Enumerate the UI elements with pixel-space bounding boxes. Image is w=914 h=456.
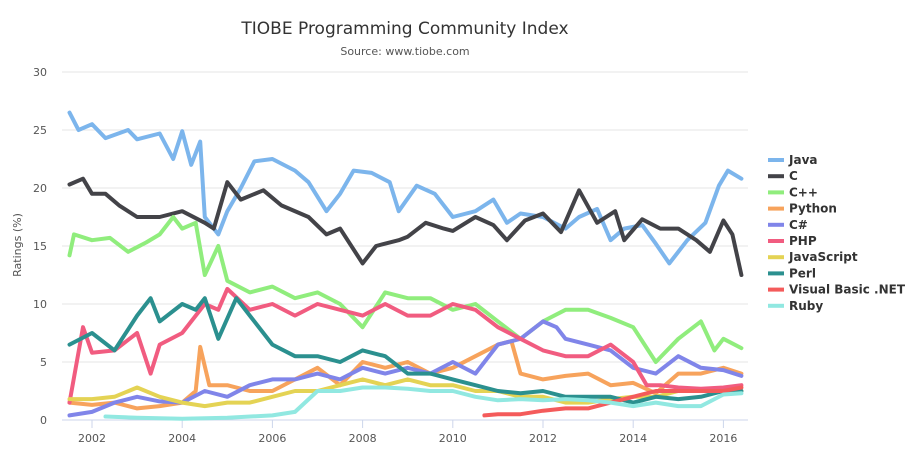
series-line-php bbox=[67, 286, 744, 405]
y-tick-label: 20 bbox=[33, 182, 47, 195]
legend-label: C bbox=[789, 169, 798, 183]
legend-swatch bbox=[768, 190, 784, 195]
y-tick-label: 10 bbox=[33, 298, 47, 311]
legend-item-c[interactable]: C# bbox=[768, 218, 808, 232]
legend-item-c[interactable]: C++ bbox=[768, 185, 818, 199]
y-tick-label: 15 bbox=[33, 240, 47, 253]
legend-label: JavaScript bbox=[788, 250, 858, 264]
legend-swatch bbox=[768, 303, 784, 308]
legend-label: Python bbox=[789, 202, 837, 216]
legend-swatch bbox=[768, 287, 784, 292]
legend-item-javascript[interactable]: JavaScript bbox=[768, 250, 858, 264]
series-line-c bbox=[67, 215, 744, 364]
legend-swatch bbox=[768, 158, 784, 162]
x-tick-label: 2014 bbox=[619, 432, 647, 445]
y-tick-label: 0 bbox=[40, 414, 47, 427]
x-tick-label: 2010 bbox=[439, 432, 467, 445]
legend: Java C C++ Python C# PHP JavaScript Perl Visual … bbox=[768, 153, 906, 313]
legend-label: PHP bbox=[789, 234, 817, 248]
legend-swatch bbox=[768, 222, 784, 227]
legend-item-php[interactable]: PHP bbox=[768, 234, 817, 248]
x-tick-label: 2016 bbox=[709, 432, 737, 445]
series-line-c bbox=[67, 176, 744, 277]
series-line-c bbox=[67, 319, 744, 418]
x-tick-label: 2008 bbox=[349, 432, 377, 445]
legend-swatch bbox=[768, 239, 784, 243]
legend-swatch bbox=[768, 271, 784, 276]
legend-swatch bbox=[768, 174, 784, 179]
series-line-ruby bbox=[103, 385, 744, 421]
y-tick-label: 25 bbox=[33, 124, 47, 137]
legend-swatch bbox=[768, 255, 784, 260]
legend-item-perl[interactable]: Perl bbox=[768, 266, 816, 280]
grid bbox=[62, 71, 748, 421]
series-group bbox=[67, 110, 744, 421]
y-axis: 0 5 10 15 20 25 30 bbox=[33, 66, 47, 427]
legend-item-visual-basic-net[interactable]: Visual Basic .NET bbox=[768, 283, 906, 297]
y-tick-label: 30 bbox=[33, 66, 47, 79]
x-tick-label: 2002 bbox=[78, 432, 106, 445]
chart-subtitle: Source: www.tiobe.com bbox=[340, 45, 469, 58]
x-tick-label: 2006 bbox=[258, 432, 286, 445]
y-axis-title: Ratings (%) bbox=[11, 213, 24, 277]
x-tick-label: 2012 bbox=[529, 432, 557, 445]
legend-swatch bbox=[768, 206, 784, 211]
legend-item-java[interactable]: Java bbox=[768, 153, 817, 167]
legend-item-c[interactable]: C bbox=[768, 169, 798, 183]
y-tick-label: 5 bbox=[40, 356, 47, 369]
x-tick-label: 2004 bbox=[168, 432, 196, 445]
legend-label: C++ bbox=[789, 185, 818, 199]
x-axis: 2002 2004 2006 2008 2010 2012 2014 2016 bbox=[78, 420, 737, 445]
legend-label: C# bbox=[789, 218, 808, 232]
chart-title: TIOBE Programming Community Index bbox=[240, 19, 568, 39]
legend-item-ruby[interactable]: Ruby bbox=[768, 299, 823, 313]
legend-label: Perl bbox=[789, 266, 816, 280]
legend-label: Ruby bbox=[789, 299, 823, 313]
legend-item-python[interactable]: Python bbox=[768, 202, 837, 216]
legend-label: Java bbox=[788, 153, 817, 167]
legend-label: Visual Basic .NET bbox=[789, 283, 906, 297]
